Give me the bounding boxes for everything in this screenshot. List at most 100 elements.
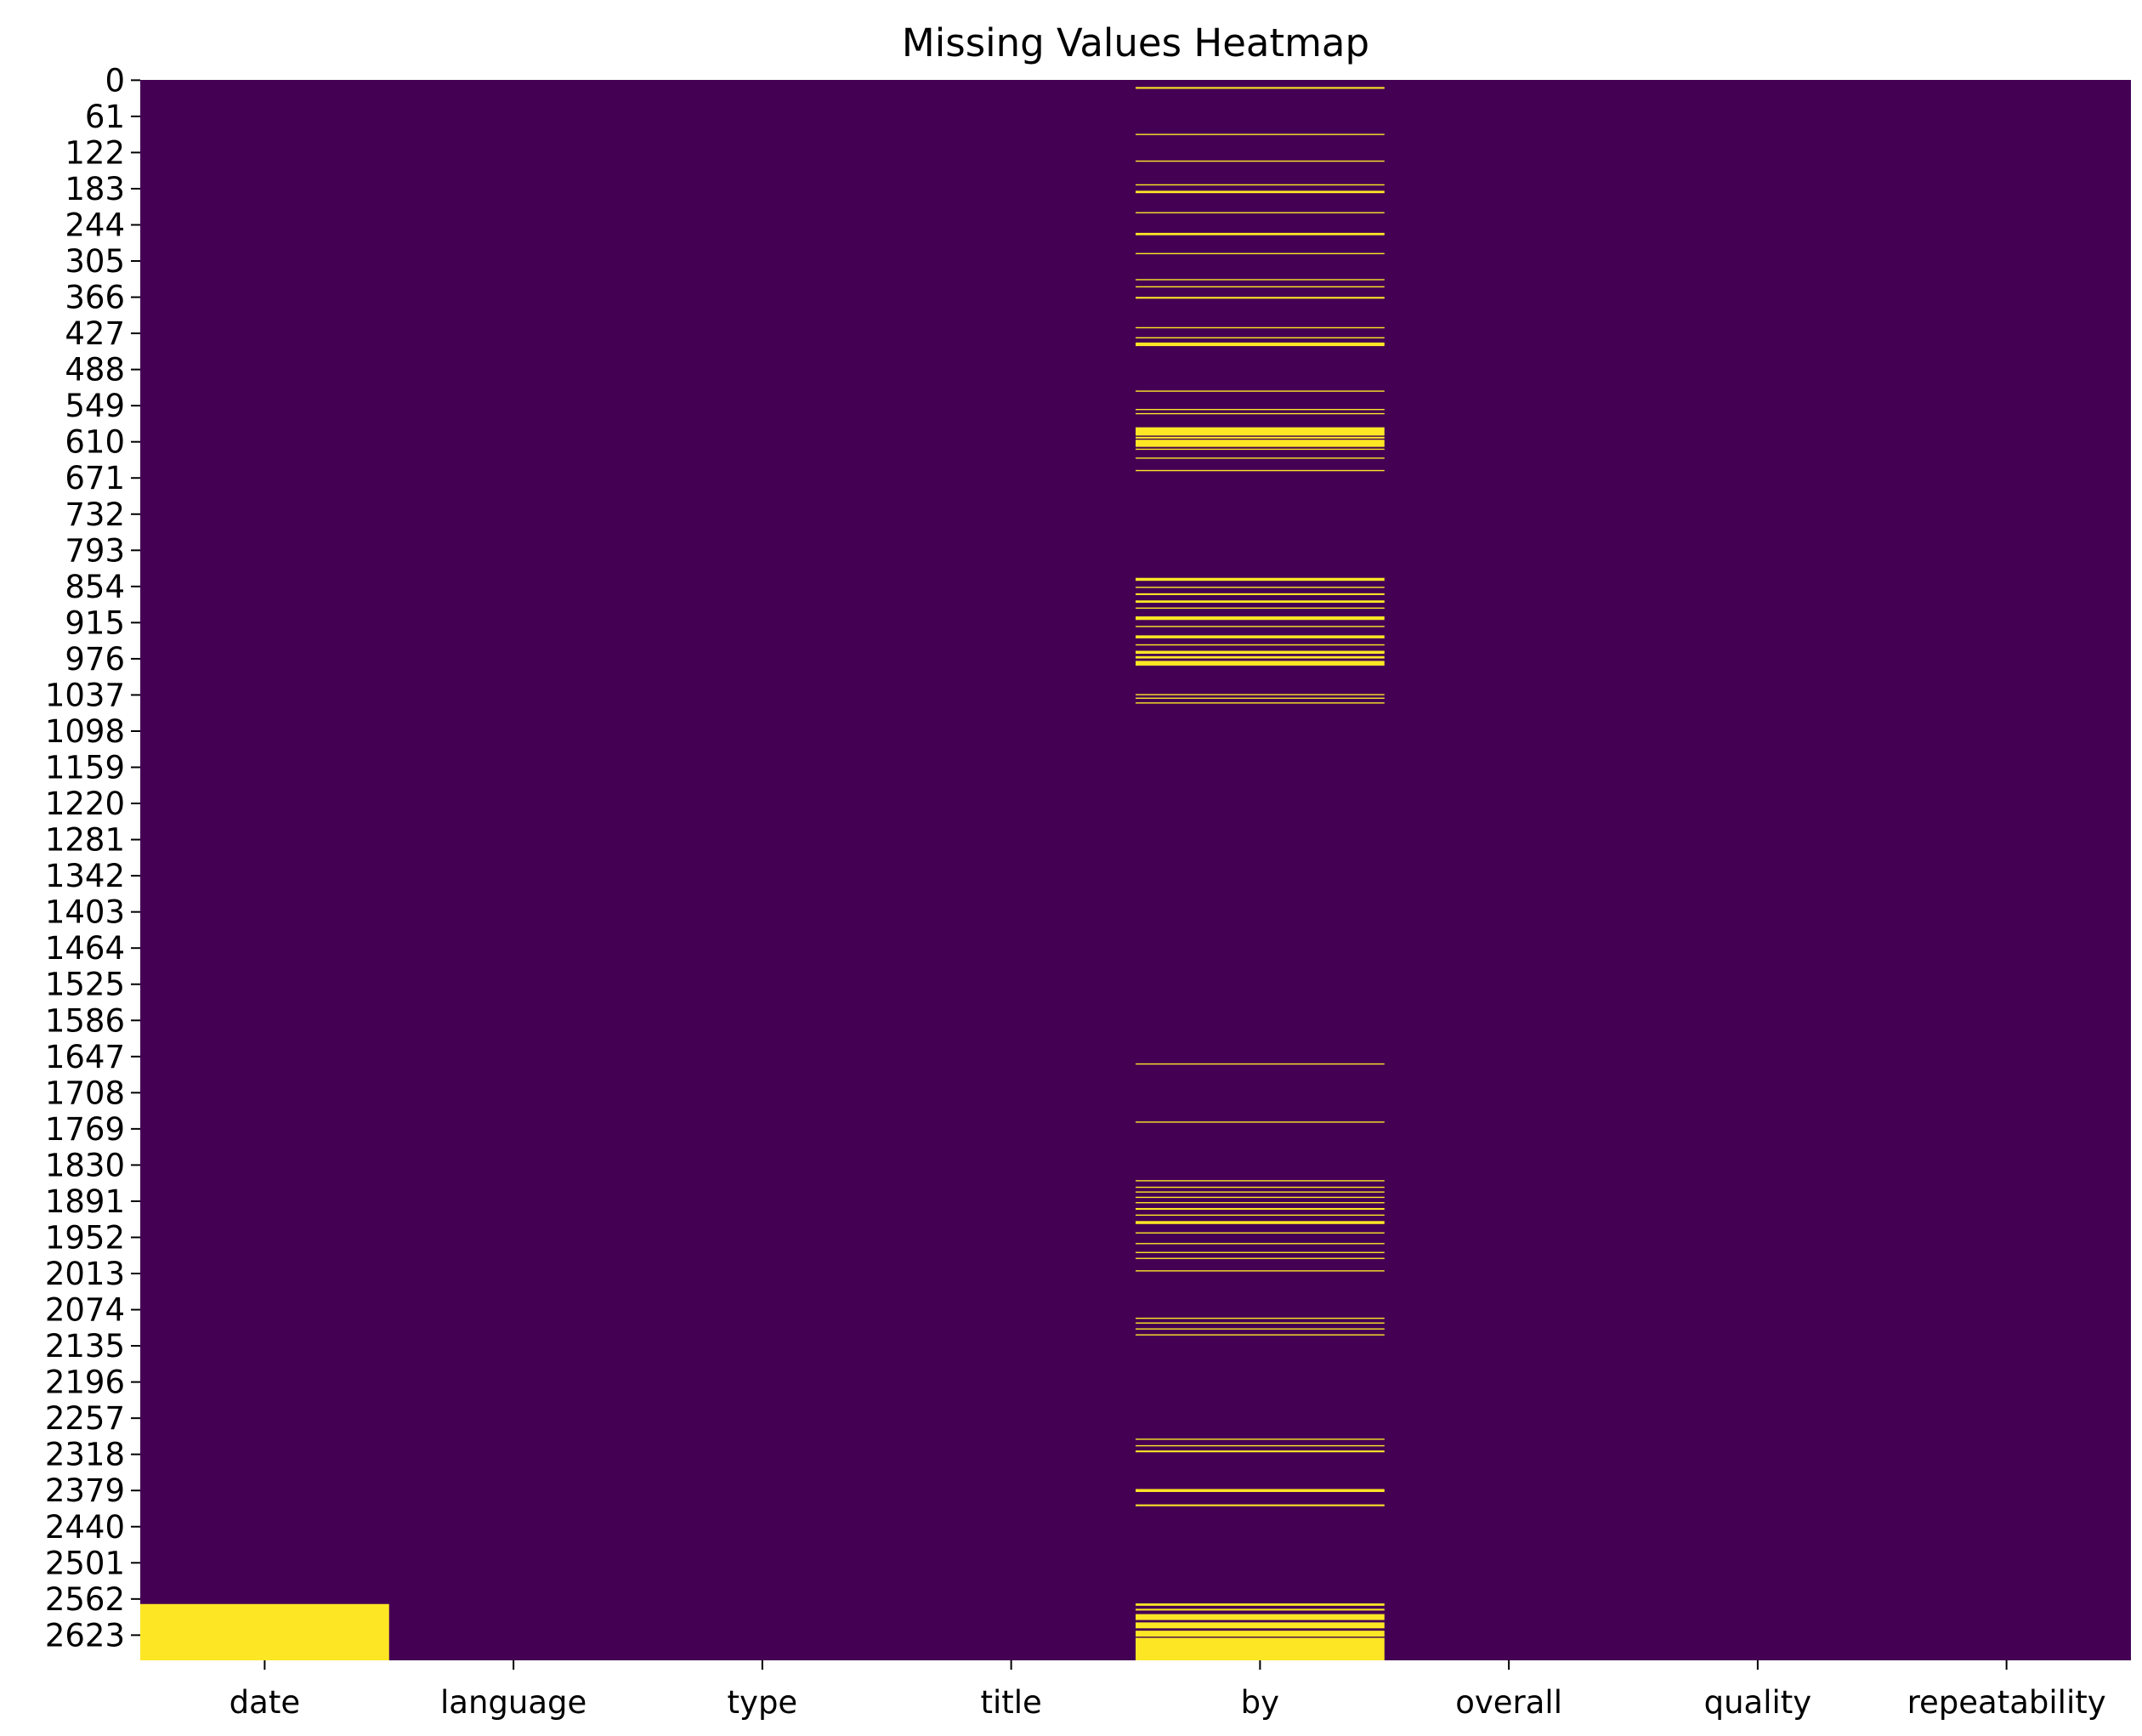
y-tick-label-40: 2440 [45,1509,125,1546]
missing-cell-by-14 [1136,390,1385,392]
missing-cell-by-43 [1136,1196,1385,1199]
missing-cell-by-28 [1136,616,1385,621]
missing-cells [140,87,1385,1660]
y-tick-label-26: 1586 [45,1002,125,1039]
x-tick-label-date: date [230,1684,300,1721]
missing-cell-by-63 [1136,1608,1385,1611]
missing-cell-by-33 [1136,655,1385,659]
y-tick-label-38: 2318 [45,1437,125,1473]
missing-cell-by-58 [1136,1444,1385,1447]
y-tick-label-16: 976 [65,641,125,678]
missing-cell-by-6 [1136,232,1385,235]
missing-cell-by-19 [1136,440,1385,447]
y-tick-label-33: 2013 [45,1256,125,1292]
y-tick-label-17: 1037 [45,677,125,713]
missing-cell-by-16 [1136,412,1385,415]
y-tick-label-41: 2501 [45,1545,125,1581]
y-tick-label-30: 1830 [45,1147,125,1183]
y-tick-label-14: 854 [65,569,125,605]
x-tick-label-overall: overall [1455,1684,1562,1721]
missing-cell-by-45 [1136,1207,1385,1211]
missing-cell-by-40 [1136,1180,1385,1182]
missing-cell-by-37 [1136,702,1385,704]
missing-cell-by-2 [1136,160,1385,162]
missing-cell-by-21 [1136,457,1385,459]
missing-cell-by-18 [1136,436,1385,439]
y-tick-label-3: 183 [65,171,125,207]
y-tick-label-6: 366 [65,280,125,316]
y-tick-label-1: 61 [85,99,125,135]
missing-cell-by-11 [1136,326,1385,329]
y-axis: 0611221832443053664274885496106717327938… [45,62,140,1654]
x-tick-label-language: language [440,1684,586,1721]
missing-cell-by-49 [1136,1243,1385,1245]
y-tick-label-34: 2074 [45,1292,125,1329]
x-tick-label-type: type [728,1684,798,1721]
y-tick-label-10: 610 [65,424,125,461]
y-tick-label-8: 488 [65,352,125,389]
missing-cell-by-44 [1136,1201,1385,1204]
missing-cell-by-64 [1136,1614,1385,1620]
missing-cell-by-7 [1136,252,1385,255]
y-tick-label-20: 1220 [45,786,125,822]
missing-cell-by-59 [1136,1450,1385,1453]
missing-cell-by-61 [1136,1504,1385,1506]
y-tick-label-29: 1769 [45,1111,125,1148]
missing-cell-by-48 [1136,1232,1385,1234]
y-tick-label-2: 122 [65,134,125,171]
missing-cell-by-9 [1136,286,1385,288]
chart-title: Missing Values Heatmap [902,20,1369,65]
missing-cell-by-20 [1136,448,1385,451]
missing-cell-by-3 [1136,184,1385,186]
missing-cell-by-50 [1136,1251,1385,1253]
y-tick-label-25: 1525 [45,967,125,1003]
missing-cell-by-0 [1136,87,1385,89]
x-axis: date language type title by overall quality rep… [230,1660,2106,1721]
missing-cell-date-0 [140,1603,389,1660]
missing-cell-by-52 [1136,1270,1385,1272]
y-tick-label-42: 2562 [45,1581,125,1618]
y-tick-label-13: 793 [65,532,125,569]
missing-cell-by-5 [1136,212,1385,213]
missing-cell-by-17 [1136,427,1385,436]
y-tick-label-21: 1281 [45,822,125,859]
y-tick-label-11: 671 [65,460,125,496]
missing-cell-by-4 [1136,190,1385,194]
x-tick-label-repeatability: repeatability [1907,1684,2106,1721]
y-tick-label-18: 1098 [45,713,125,750]
missing-cell-by-65 [1136,1622,1385,1629]
missing-cell-by-36 [1136,697,1385,699]
missing-cell-by-13 [1136,342,1385,347]
missing-cell-by-34 [1136,661,1385,666]
x-tick-label-quality: quality [1704,1684,1812,1721]
y-tick-label-43: 2623 [45,1617,125,1654]
missing-cell-by-51 [1136,1257,1385,1259]
missing-cell-by-15 [1136,409,1385,411]
missing-cell-by-30 [1136,635,1385,638]
y-tick-label-24: 1464 [45,930,125,967]
missing-cell-by-47 [1136,1221,1385,1224]
missing-cell-by-8 [1136,279,1385,281]
missing-cell-by-54 [1136,1322,1385,1324]
missing-cell-by-35 [1136,694,1385,695]
plot-area [140,80,2131,1660]
y-tick-label-35: 2135 [45,1328,125,1364]
y-tick-label-31: 1891 [45,1183,125,1220]
y-tick-label-39: 2379 [45,1472,125,1509]
y-tick-label-12: 732 [65,496,125,533]
y-tick-label-28: 1708 [45,1075,125,1111]
missing-cell-by-53 [1136,1317,1385,1319]
missing-cell-by-32 [1136,650,1385,654]
missing-cell-by-56 [1136,1334,1385,1336]
missing-cell-by-55 [1136,1328,1385,1330]
y-tick-label-22: 1342 [45,858,125,894]
missing-cell-by-57 [1136,1438,1385,1440]
x-tick-label-by: by [1241,1684,1279,1721]
y-tick-label-36: 2196 [45,1364,125,1401]
missing-cell-by-22 [1136,469,1385,472]
missing-cell-by-67 [1136,1637,1385,1660]
plot-background [140,80,2131,1660]
y-tick-label-37: 2257 [45,1400,125,1437]
missing-cell-by-27 [1136,607,1385,609]
